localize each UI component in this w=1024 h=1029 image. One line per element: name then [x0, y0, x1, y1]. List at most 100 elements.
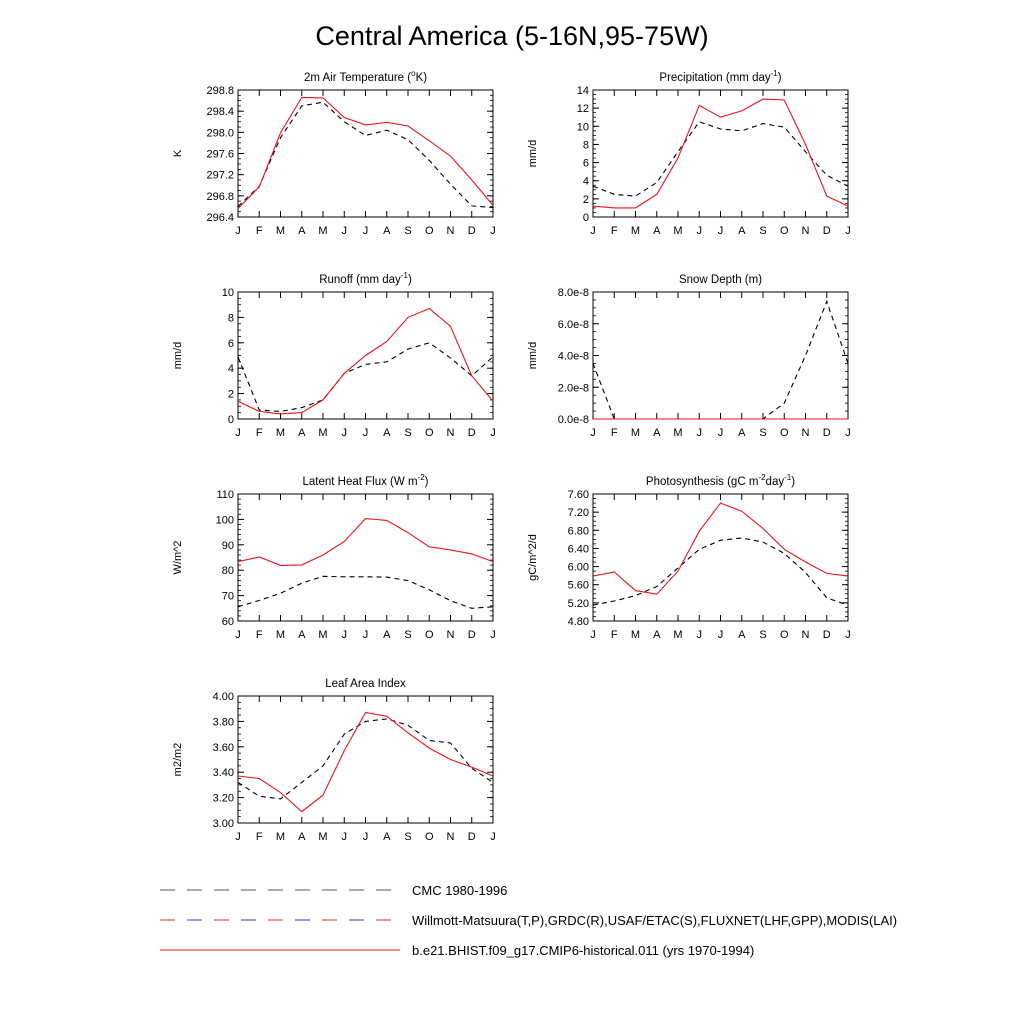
- model-series-line: [592, 502, 849, 595]
- x-tick-label: M: [673, 427, 682, 439]
- y-tick-label: 4.0e-8: [558, 351, 589, 363]
- y-tick-label: 14: [577, 85, 589, 97]
- y-tick-label: 7.20: [568, 507, 589, 519]
- y-tick-label: 80: [222, 565, 234, 577]
- y-tick-label: 3.80: [213, 716, 234, 728]
- x-tick-label: J: [490, 629, 496, 641]
- x-tick-label: D: [468, 629, 476, 641]
- obs-series-line: [592, 121, 849, 197]
- y-tick-label: 110: [216, 489, 234, 501]
- y-tick-label: 8: [583, 139, 589, 151]
- x-tick-label: M: [276, 629, 285, 641]
- panel-title: Leaf Area Index: [325, 678, 406, 690]
- x-tick-label: M: [318, 225, 327, 237]
- x-tick-label: M: [276, 427, 285, 439]
- x-tick-label: J: [363, 225, 369, 237]
- y-axis-label: mm/d: [527, 140, 539, 168]
- x-tick-label: N: [447, 629, 455, 641]
- x-tick-label: M: [276, 831, 285, 843]
- x-tick-label: S: [759, 629, 766, 641]
- model-series-line: [237, 711, 494, 813]
- x-tick-label: J: [490, 225, 496, 237]
- x-tick-label: N: [447, 225, 455, 237]
- y-tick-label: 2: [228, 389, 234, 401]
- panel-3: Runoff (mm day-1)J F M A M J J A S O N D J0246810mm/…: [172, 271, 496, 439]
- x-tick-label: J: [342, 225, 348, 237]
- x-tick-label: S: [404, 427, 411, 439]
- plot-frame: [592, 291, 849, 420]
- y-axis-label: mm/d: [527, 342, 539, 370]
- x-tick-label: O: [425, 831, 434, 843]
- y-tick-label: 298.0: [206, 127, 234, 139]
- y-tick-label: 10: [222, 287, 234, 299]
- x-tick-label: M: [318, 427, 327, 439]
- x-tick-label: M: [673, 629, 682, 641]
- x-tick-label: F: [256, 629, 263, 641]
- x-tick-label: D: [823, 225, 831, 237]
- y-tick-label: 7.60: [568, 489, 589, 501]
- y-tick-label: 5.60: [568, 580, 589, 592]
- y-tick-label: 0: [228, 414, 234, 426]
- obs-series-line: [237, 718, 494, 800]
- x-tick-label: J: [590, 427, 596, 439]
- x-tick-label: A: [383, 629, 391, 641]
- x-tick-label: A: [738, 427, 746, 439]
- y-axis-label: mm/d: [172, 342, 184, 370]
- x-tick-label: M: [318, 831, 327, 843]
- x-tick-label: M: [631, 629, 640, 641]
- y-axis-label: W/m^2: [172, 541, 184, 575]
- y-tick-label: 3.60: [213, 742, 234, 754]
- x-tick-label: F: [256, 427, 263, 439]
- x-tick-label: O: [780, 629, 789, 641]
- x-tick-label: J: [718, 427, 724, 439]
- y-tick-label: 90: [222, 540, 234, 552]
- x-tick-label: J: [235, 831, 241, 843]
- panel-4: Snow Depth (m)J F M A M J J A S O N D J0.0e-82.0e-84…: [527, 274, 851, 439]
- y-tick-label: 298.8: [206, 85, 234, 97]
- y-axis-label: gC/m^2/d: [527, 534, 539, 581]
- y-tick-label: 0: [583, 212, 589, 224]
- y-tick-label: 296.8: [206, 191, 234, 203]
- x-tick-label: J: [363, 831, 369, 843]
- panel-title: Snow Depth (m): [679, 274, 762, 286]
- legend-label: CMC 1980-1996: [412, 883, 507, 898]
- x-tick-label: A: [653, 629, 661, 641]
- panel-title: Latent Heat Flux (W m-2): [302, 473, 428, 488]
- y-tick-label: 8: [228, 312, 234, 324]
- x-tick-label: J: [235, 427, 241, 439]
- legend-label: b.e21.BHIST.f09_g17.CMIP6-historical.011…: [412, 943, 754, 958]
- x-tick-label: J: [697, 225, 703, 237]
- obs-series-line: [592, 299, 849, 420]
- panel-6: Photosynthesis (gC m-2day-1)J F M A M J J A S O N D…: [527, 473, 851, 641]
- obs-series-line: [237, 342, 494, 412]
- x-tick-label: D: [823, 629, 831, 641]
- y-tick-label: 4.80: [568, 616, 589, 628]
- x-tick-label: N: [447, 831, 455, 843]
- x-tick-label: A: [738, 629, 746, 641]
- panel-2: Precipitation (mm day-1)J F M A M J J A S O N D J024…: [527, 69, 851, 237]
- y-tick-label: 6: [583, 158, 589, 170]
- x-tick-label: A: [298, 629, 306, 641]
- x-tick-label: A: [383, 225, 391, 237]
- y-tick-label: 3.00: [213, 818, 234, 830]
- y-tick-label: 4.00: [213, 691, 234, 703]
- x-tick-label: A: [653, 427, 661, 439]
- y-tick-label: 70: [222, 591, 234, 603]
- x-tick-label: A: [738, 225, 746, 237]
- y-tick-label: 297.2: [206, 170, 234, 182]
- y-tick-label: 2.0e-8: [558, 382, 589, 394]
- x-tick-label: N: [447, 427, 455, 439]
- x-tick-label: J: [845, 427, 851, 439]
- y-tick-label: 3.20: [213, 793, 234, 805]
- y-tick-label: 6.0e-8: [558, 319, 589, 331]
- x-tick-label: N: [802, 629, 810, 641]
- obs-series-line: [592, 537, 849, 606]
- model-series-line: [237, 307, 494, 415]
- plot-frame: [237, 695, 494, 824]
- panel-title: Photosynthesis (gC m-2day-1): [646, 473, 795, 488]
- x-tick-label: D: [823, 427, 831, 439]
- x-tick-label: J: [718, 225, 724, 237]
- obs-series-line: [237, 101, 494, 209]
- x-tick-label: S: [759, 225, 766, 237]
